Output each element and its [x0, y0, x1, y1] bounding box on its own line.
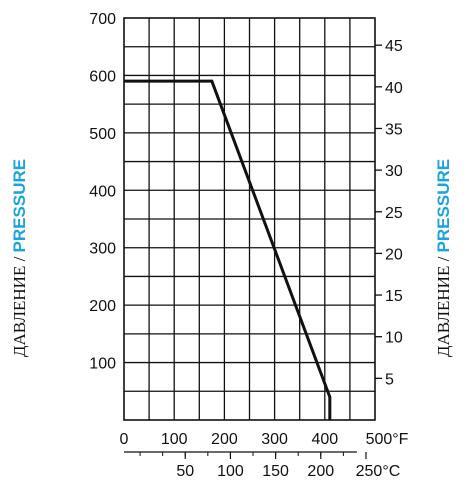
y-left-tick-label: 400: [89, 183, 116, 200]
x-secondary-tick-label: 200: [307, 463, 334, 480]
y-axis-label-right: ДАВЛЕНИЕ / PRESSURE: [434, 159, 453, 357]
y-left-tick-label: 200: [89, 298, 116, 315]
x-primary-tick-label: 200: [211, 431, 238, 448]
chart-series: [124, 79, 332, 420]
pressure-limit-line: [124, 79, 332, 420]
x-secondary-tick-label: 100: [217, 463, 244, 480]
y-right-tick-label: 5: [385, 371, 394, 388]
y-left-tick-label: 500: [89, 126, 116, 143]
x-primary-tick-label: 300: [261, 431, 288, 448]
y-right-tick-label: 25: [385, 205, 403, 222]
y-left-tick-label: 100: [89, 356, 116, 373]
y-right-tick-label: 30: [385, 163, 403, 180]
x-secondary-tick-label: 150: [262, 463, 289, 480]
y-right-tick-label: 40: [385, 80, 403, 97]
y-right-tick-label: 10: [385, 330, 403, 347]
y-axis-label-en-right: PRESSURE: [434, 159, 453, 253]
y-left-tick-label: 600: [89, 68, 116, 85]
x-primary-tick-label: 0: [120, 431, 129, 448]
x-primary-tick-label: 500°F: [366, 431, 409, 448]
x-primary-tick-label: 100: [161, 431, 188, 448]
y-right-tick-label: 15: [385, 288, 403, 305]
chart-grid: [123, 17, 376, 421]
x-secondary-tick-label: 250°C: [356, 463, 401, 480]
x-primary-tick-label: 400: [311, 431, 338, 448]
x-secondary-tick-label: 50: [176, 463, 194, 480]
y-left-tick-label: 700: [89, 11, 116, 28]
y-axis-label-en-left: PRESSURE: [10, 159, 29, 253]
chart-ticks: 100 200 300 400 500 600 700 5 10 15 20 25 30 35 40 45 0 1…: [89, 11, 408, 480]
plot-frame: [123, 17, 376, 421]
y-right-tick-label: 45: [385, 38, 403, 55]
y-left-tick-label: 300: [89, 241, 116, 258]
y-right-tick-label: 20: [385, 246, 403, 263]
y-right-tick-label: 35: [385, 121, 403, 138]
y-axis-label-left: ДАВЛЕНИЕ / PRESSURE: [10, 159, 29, 357]
